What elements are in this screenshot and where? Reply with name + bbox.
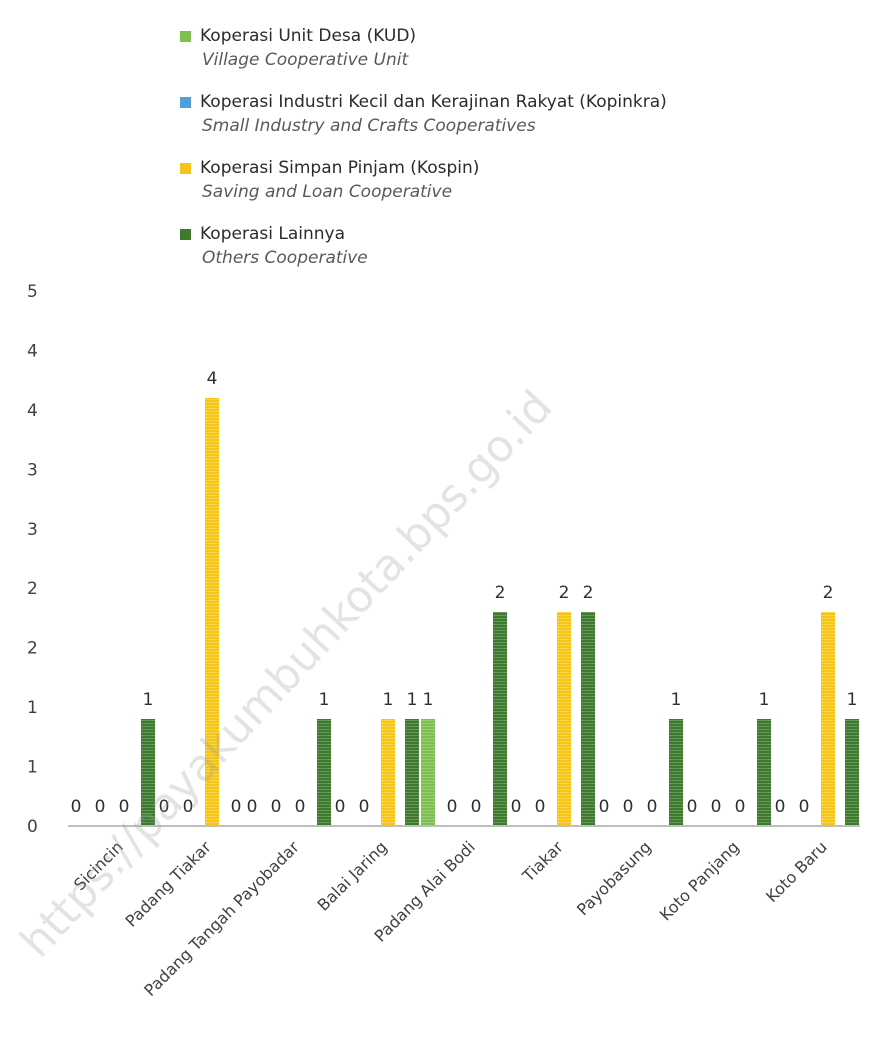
- data-label: 0: [799, 797, 810, 817]
- legend-swatch-3: [180, 163, 191, 174]
- data-label: 0: [335, 797, 346, 817]
- x-tick-label: Tiakar: [518, 837, 567, 886]
- data-label: 0: [471, 797, 482, 817]
- data-label: 0: [447, 797, 458, 817]
- data-label: 1: [671, 690, 682, 710]
- data-label: 0: [775, 797, 786, 817]
- data-label: 0: [647, 797, 658, 817]
- data-label: 1: [847, 690, 858, 710]
- data-label: 0: [271, 797, 282, 817]
- y-tick-label: 2: [27, 579, 38, 599]
- bar-texture-balai-jaring-series-4: [405, 719, 419, 826]
- data-label: 0: [359, 797, 370, 817]
- data-label: 0: [735, 797, 746, 817]
- data-label: 0: [711, 797, 722, 817]
- data-label: 0: [535, 797, 546, 817]
- data-label: 4: [207, 369, 218, 389]
- bar-texture-sicincin-series-4: [141, 719, 155, 826]
- y-tick-label: 0: [27, 817, 38, 837]
- bar-texture-padang-alai-bodi-series-4: [493, 612, 507, 826]
- legend-swatch-2: [180, 97, 191, 108]
- bar-texture-padang-alai-bodi-series-1: [421, 719, 435, 826]
- data-label: 0: [599, 797, 610, 817]
- x-tick-label: Payobasung: [573, 837, 655, 919]
- watermark: https://payakumbuhkota.bps.go.id: [11, 381, 563, 967]
- data-label: 1: [383, 690, 394, 710]
- data-label: 2: [495, 583, 506, 603]
- y-tick-label: 1: [27, 758, 38, 778]
- legend-sublabel-4: Others Cooperative: [202, 248, 368, 268]
- data-label: 0: [119, 797, 130, 817]
- data-labels: 0 0 010 040 0 0 010 01 1 10 020 02 20 0 010 0 010 021: [71, 369, 858, 817]
- y-tick-label: 3: [27, 520, 38, 540]
- data-label: 0: [687, 797, 698, 817]
- y-tick-label: 1: [27, 698, 38, 718]
- data-label: 1: [143, 690, 154, 710]
- x-tick-label: Koto Baru: [762, 837, 831, 906]
- data-label: 0: [159, 797, 170, 817]
- bar-texture-balai-jaring-series-3: [381, 719, 395, 826]
- bar-texture-padang-tiakar-series-3: [205, 398, 219, 826]
- y-tick-label: 4: [27, 341, 38, 361]
- data-label: 0: [231, 797, 242, 817]
- y-tick-label: 5: [27, 282, 38, 302]
- bar-texture-koto-baru-series-3: [821, 612, 835, 826]
- legend: Koperasi Unit Desa (KUD) Village Cooperat…: [180, 26, 667, 268]
- legend-swatch-1: [180, 31, 191, 42]
- data-label: 2: [583, 583, 594, 603]
- legend-label-4: Koperasi Lainnya: [200, 224, 345, 244]
- data-label: 1: [319, 690, 330, 710]
- data-label: 0: [71, 797, 82, 817]
- data-label: 1: [407, 690, 418, 710]
- bar-texture-payobasung-series-4: [669, 719, 683, 826]
- bar-texture-koto-panjang-series-4: [757, 719, 771, 826]
- bar-texture-padang-tangah-payobadar-series-4: [317, 719, 331, 826]
- data-label: 2: [823, 583, 834, 603]
- data-label: 0: [95, 797, 106, 817]
- data-label: 0: [295, 797, 306, 817]
- data-label: 0: [183, 797, 194, 817]
- legend-label-2: Koperasi Industri Kecil dan Kerajinan Ra…: [200, 92, 667, 112]
- data-label: 0: [511, 797, 522, 817]
- y-tick-label: 4: [27, 401, 38, 421]
- legend-sublabel-3: Saving and Loan Cooperative: [202, 182, 452, 202]
- bar-texture-koto-baru-series-4: [845, 719, 859, 826]
- y-tick-label: 2: [27, 639, 38, 659]
- x-tick-label: Padang Tangah Payobadar: [140, 837, 303, 1000]
- y-axis: 0 1 1 2 2 3 3 4 4 5: [27, 282, 38, 837]
- x-tick-label: Koto Panjang: [656, 837, 743, 924]
- y-tick-label: 3: [27, 460, 38, 480]
- legend-label-3: Koperasi Simpan Pinjam (Kospin): [200, 158, 479, 178]
- data-label: 0: [623, 797, 634, 817]
- legend-swatch-4: [180, 229, 191, 240]
- data-label: 2: [559, 583, 570, 603]
- x-tick-label: Balai Jaring: [313, 837, 390, 914]
- data-label: 0: [247, 797, 258, 817]
- legend-sublabel-1: Village Cooperative Unit: [202, 50, 409, 70]
- bar-texture-tiakar-series-4: [581, 612, 595, 826]
- legend-sublabel-2: Small Industry and Crafts Cooperatives: [202, 116, 536, 136]
- data-label: 1: [759, 690, 770, 710]
- bars: [141, 398, 859, 826]
- legend-label-1: Koperasi Unit Desa (KUD): [200, 26, 416, 46]
- bar-texture-tiakar-series-3: [557, 612, 571, 826]
- data-label: 1: [423, 690, 434, 710]
